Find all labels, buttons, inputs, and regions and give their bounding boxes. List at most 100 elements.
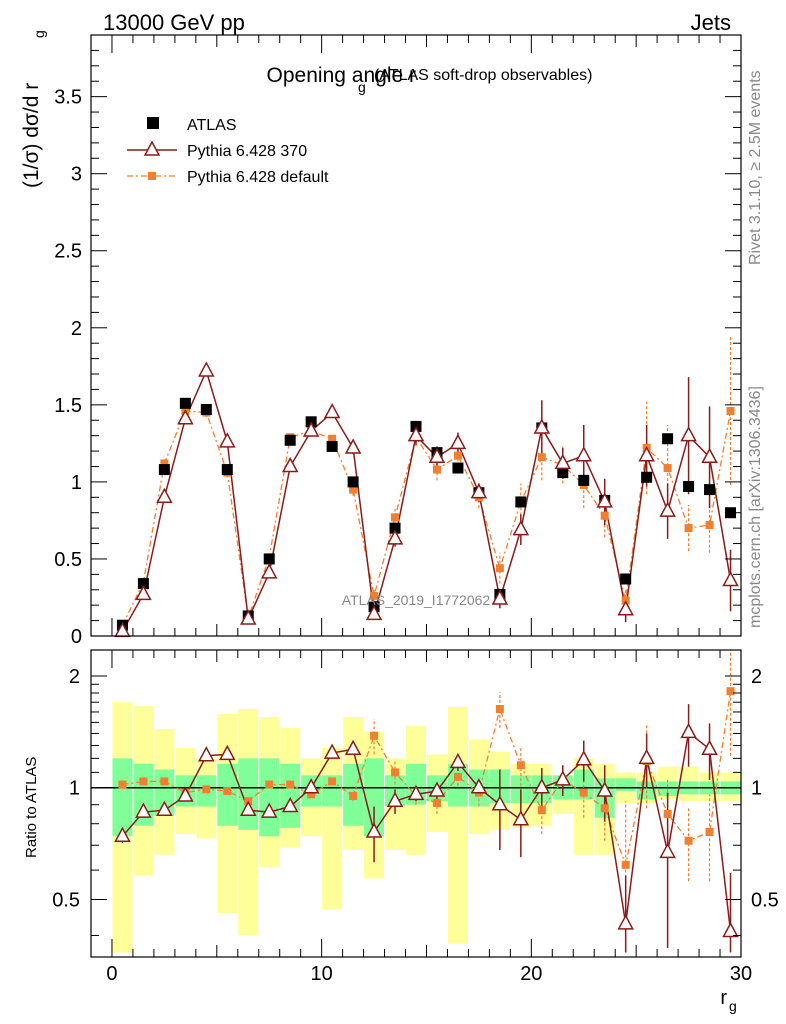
main-axes: 0 0.5 1 1.5 2 2.5 3 3.5: [54, 34, 742, 648]
pythia-370-point: [428, 447, 446, 463]
ratio-plot-frame: [90, 649, 742, 958]
rivet-version-label: Rivet 3.1.10, ≥ 2.5M events: [747, 70, 764, 265]
ratio-pythia-default-point: [516, 761, 525, 770]
ratio-pythia-default-point: [705, 827, 714, 836]
ratio-pythia-370-point: [512, 810, 530, 826]
plot-title-extra: (ATLAS soft-drop observables): [374, 67, 592, 84]
pythia-default-point: [663, 464, 672, 473]
x-tick-label: 20: [520, 963, 542, 985]
pythia-default-point: [705, 521, 714, 530]
pythia-default-point: [432, 465, 441, 474]
legend-label-pythia-370: Pythia 6.428 370: [187, 143, 307, 160]
ratio-pythia-default-point: [621, 860, 630, 869]
atlas-data-point: [179, 397, 191, 409]
ratio-y-tick-label-right: 0.5: [751, 889, 779, 911]
ratio-pythia-370-point: [323, 743, 341, 759]
legend-marker-pythia-default: [148, 172, 156, 180]
main-y-axis-label-subscript: g: [31, 30, 47, 38]
ratio-pythia-370-point: [554, 770, 572, 786]
ratio-pythia-370-point: [659, 842, 676, 859]
mcplots-label: mcplots.cern.ch [arXiv:1306.3436]: [747, 386, 764, 628]
atlas-data-point: [347, 476, 359, 488]
pythia-370-point: [638, 446, 655, 462]
ratio-pythia-370-point: [449, 752, 467, 769]
ratio-pythia-default-point: [391, 768, 400, 777]
ratio-pythia-default-point: [537, 806, 546, 815]
ratio-pythia-default-point: [726, 687, 735, 696]
ratio-pythia-default-point: [223, 787, 232, 796]
ratio-pythia-default-point: [663, 809, 672, 818]
pythia-370-point: [491, 589, 509, 605]
header-left: 13000 GeV pp: [103, 10, 245, 35]
pythia-370-point: [617, 600, 634, 616]
ratio-pythia-370-point: [281, 796, 299, 813]
analysis-watermark: ATLAS_2019_I1772062: [342, 592, 491, 608]
ratio-pythia-370-point: [198, 746, 215, 762]
ratio-pythia-370-point: [722, 921, 739, 938]
main-y-axis-label: (1/σ) dσ/d r: [20, 83, 43, 188]
ratio-pythia-default-point: [160, 777, 169, 786]
ratio-pythia-370-point: [219, 744, 236, 761]
x-tick-label: 10: [311, 963, 333, 985]
ratio-pythia-370-point: [135, 802, 152, 818]
ratio-pythia-370-point: [240, 800, 257, 816]
uncertainty-band-inner: [615, 778, 636, 792]
main-marks: [114, 337, 739, 638]
pythia-370-point: [470, 483, 488, 499]
ratio-pythia-default-point: [600, 804, 609, 813]
ratio-y-tick-label-right: 2: [751, 666, 762, 688]
legend-marker-pythia-370: [143, 140, 161, 156]
main-y-tick-label: 3: [71, 164, 82, 186]
pythia-370-point: [512, 520, 530, 536]
ratio-pythia-370-point: [177, 786, 194, 802]
ratio-pythia-370-point: [386, 791, 404, 807]
pythia-370-point: [449, 433, 467, 450]
main-y-tick-label: 1.5: [54, 395, 82, 417]
atlas-data-point: [326, 440, 338, 452]
ratio-pythia-default-point: [307, 790, 316, 799]
main-y-tick-label: 2: [71, 318, 82, 340]
atlas-data-point: [452, 462, 464, 474]
ratio-axes: 0.5 0.51 12 20 10 20 30: [52, 649, 779, 985]
ratio-pythia-default-point: [202, 785, 211, 794]
pythia-370-point: [533, 418, 551, 434]
ratio-pythia-370-point: [680, 722, 697, 739]
ratio-pythia-370-point: [344, 739, 362, 755]
uncertainty-band-outer: [322, 747, 343, 910]
pythia-default-point: [349, 485, 358, 494]
main-panel: 0 0.5 1 1.5 2 2.5 3 3.5 ATLAS_2019_I1772062 Ope…: [20, 30, 742, 648]
ratio-panel: 0.5 0.51 12 20 10 20 30 Ratio to ATLAS r g: [23, 649, 779, 1014]
main-y-tick-label: 0: [71, 626, 82, 648]
uncertainty-band-inner: [364, 758, 385, 837]
pythia-370-point: [302, 421, 320, 437]
plot-title: Opening angle r: [267, 64, 416, 87]
ratio-pythia-370-point: [365, 822, 383, 838]
atlas-data-point: [557, 467, 569, 479]
ratio-pythia-370-point: [596, 781, 613, 797]
uncertainty-band-inner: [112, 758, 133, 837]
ratio-pythia-370-point: [470, 778, 488, 794]
legend-label-pythia-default: Pythia 6.428 default: [187, 169, 329, 186]
uncertainty-band-inner: [657, 781, 678, 797]
ratio-pythia-370-point: [156, 800, 173, 816]
pythia-default-point: [453, 451, 462, 460]
ratio-pythia-370-point: [114, 826, 131, 843]
pythia-default-point: [370, 591, 379, 600]
legend-marker-atlas: [147, 117, 159, 129]
legend: ATLAS Pythia 6.428 370 Pythia 6.428 defa…: [127, 117, 329, 186]
pythia-370-point: [596, 492, 613, 508]
ratio-marks: [91, 650, 741, 953]
atlas-data-point: [158, 464, 170, 476]
pythia-370-point: [680, 426, 697, 442]
pythia-370-point: [323, 402, 341, 419]
atlas-data-point: [704, 484, 716, 496]
pythia-default-point: [160, 459, 169, 468]
uncertainty-band-inner: [259, 758, 280, 837]
ratio-pythia-default-line: [122, 691, 732, 868]
main-y-tick-label: 2.5: [54, 241, 82, 263]
uncertainty-band-inner: [280, 763, 301, 828]
atlas-data-point: [263, 553, 275, 565]
ratio-pythia-default-point: [328, 777, 337, 786]
pythia-370-point: [219, 432, 236, 448]
